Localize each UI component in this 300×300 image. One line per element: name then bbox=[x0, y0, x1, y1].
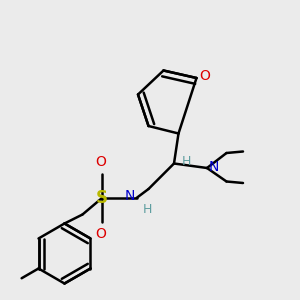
Text: O: O bbox=[96, 154, 106, 169]
Text: N: N bbox=[124, 190, 135, 203]
Text: O: O bbox=[200, 70, 210, 83]
Text: S: S bbox=[96, 189, 108, 207]
Text: H: H bbox=[143, 203, 152, 216]
Text: N: N bbox=[208, 160, 219, 174]
Text: O: O bbox=[96, 227, 106, 242]
Text: H: H bbox=[182, 154, 191, 168]
